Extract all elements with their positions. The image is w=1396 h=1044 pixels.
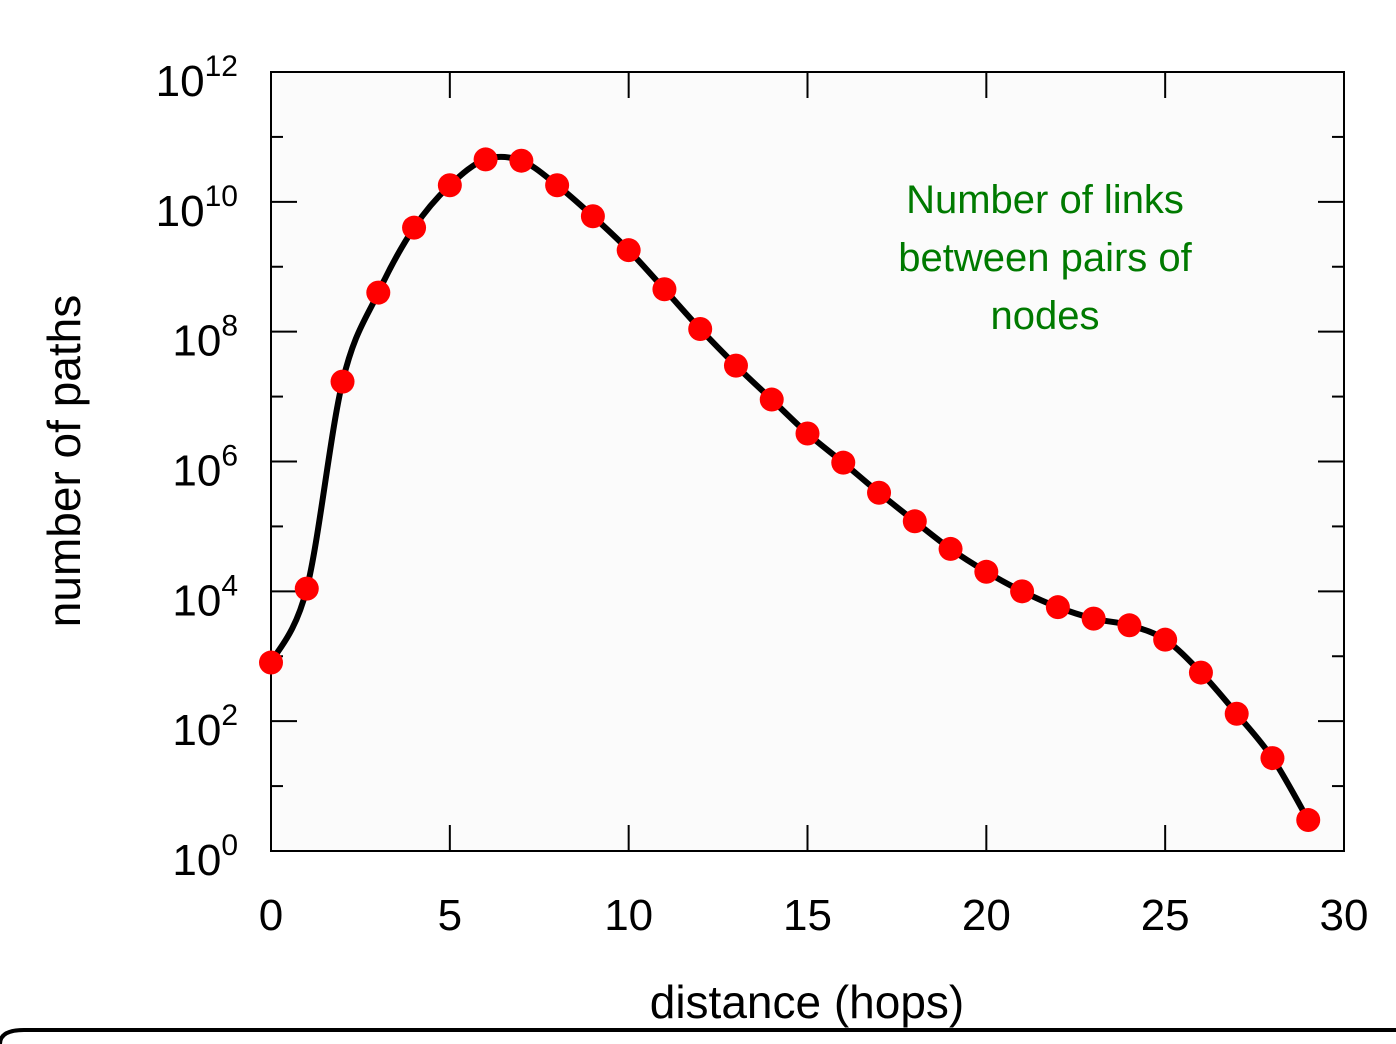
data-point bbox=[652, 277, 677, 302]
x-tick-labels: 0 5 10 15 20 25 30 bbox=[259, 891, 1369, 940]
data-point bbox=[580, 204, 605, 229]
data-point bbox=[294, 576, 319, 601]
data-point bbox=[1117, 613, 1142, 638]
data-point bbox=[938, 536, 963, 561]
data-point bbox=[1296, 808, 1321, 833]
data-point bbox=[1081, 606, 1106, 631]
annotation-line: nodes bbox=[991, 294, 1100, 338]
data-point bbox=[688, 316, 713, 341]
x-tick-label: 25 bbox=[1141, 891, 1190, 940]
data-point bbox=[759, 387, 784, 412]
annotation-line: between pairs of bbox=[898, 236, 1192, 280]
y-tick-label: 1010 bbox=[156, 180, 238, 236]
data-point bbox=[473, 147, 498, 172]
y-axis-label: number of paths bbox=[38, 295, 90, 627]
data-point bbox=[831, 450, 856, 475]
data-point bbox=[437, 173, 462, 198]
y-tick-label: 102 bbox=[172, 699, 238, 755]
data-point bbox=[330, 369, 355, 394]
data-point bbox=[723, 353, 748, 378]
x-tick-label: 5 bbox=[438, 891, 462, 940]
bottom-frame-edge bbox=[0, 1028, 1396, 1044]
plot-background bbox=[271, 72, 1344, 851]
x-tick-label: 30 bbox=[1320, 891, 1369, 940]
data-point bbox=[795, 421, 820, 446]
plot-frame bbox=[270, 71, 1345, 852]
data-point bbox=[509, 148, 534, 173]
data-point bbox=[616, 238, 641, 263]
x-tick-label: 15 bbox=[783, 891, 832, 940]
data-point bbox=[1224, 701, 1249, 726]
data-point bbox=[1010, 579, 1035, 604]
x-tick-label: 20 bbox=[962, 891, 1011, 940]
data-point bbox=[402, 215, 427, 240]
data-point bbox=[545, 173, 570, 198]
data-point bbox=[1153, 627, 1178, 652]
y-tick-label: 108 bbox=[172, 310, 238, 366]
annotation-text: Number of links between pairs of nodes bbox=[898, 178, 1192, 338]
data-point bbox=[1260, 746, 1285, 771]
y-tick-label: 100 bbox=[172, 829, 238, 885]
annotation-line: Number of links bbox=[906, 178, 1184, 222]
x-axis-label: distance (hops) bbox=[650, 976, 965, 1028]
data-point bbox=[259, 650, 283, 675]
y-tick-label: 104 bbox=[172, 569, 238, 625]
y-tick-label: 106 bbox=[172, 440, 238, 496]
data-point bbox=[1045, 595, 1070, 620]
x-tick-label: 0 bbox=[259, 891, 283, 940]
data-markers bbox=[259, 147, 1321, 833]
y-tick-labels: 100 102 104 106 108 1010 1012 bbox=[156, 50, 238, 885]
y-tick-label: 1012 bbox=[156, 50, 238, 106]
data-point bbox=[867, 480, 892, 505]
data-point bbox=[1188, 660, 1213, 685]
data-point bbox=[902, 509, 927, 534]
data-point bbox=[366, 280, 391, 305]
data-point bbox=[974, 559, 999, 584]
x-tick-label: 10 bbox=[604, 891, 653, 940]
